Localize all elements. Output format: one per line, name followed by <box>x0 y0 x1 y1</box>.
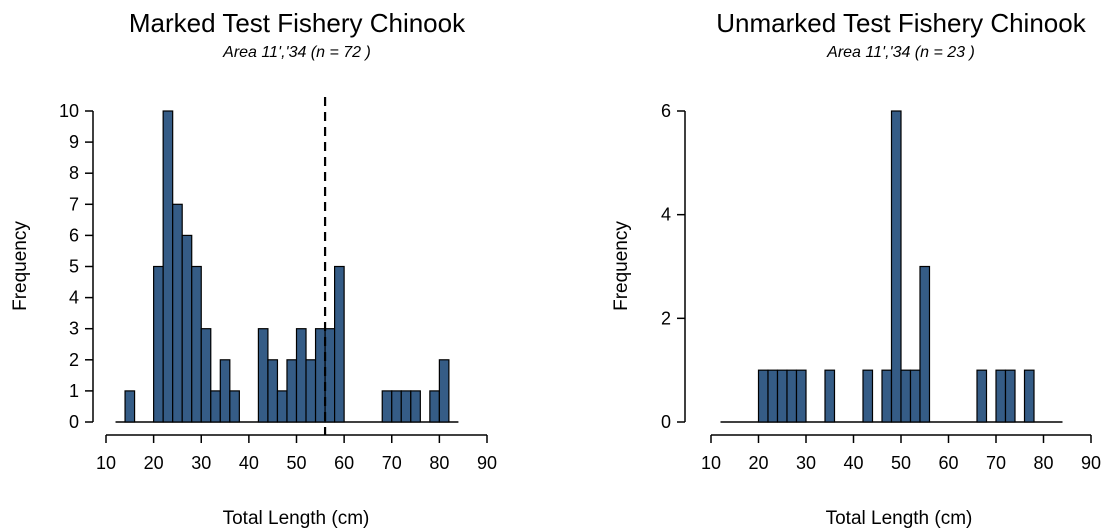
x-tick-label: 40 <box>239 453 259 473</box>
histogram-bar <box>900 369 912 423</box>
histogram-bar <box>795 369 807 423</box>
x-tick-label: 70 <box>986 453 1006 473</box>
y-tick-label: 8 <box>69 163 79 183</box>
histogram-bar <box>153 265 164 423</box>
histogram-bar <box>890 110 902 423</box>
histogram-bar <box>334 265 345 423</box>
histogram-bar <box>267 359 279 423</box>
histogram-bar <box>210 390 221 423</box>
y-tick-label: 1 <box>69 381 79 401</box>
y-tick-label: 9 <box>69 132 79 152</box>
y-tick-label: 7 <box>69 194 79 214</box>
x-tick-label: 70 <box>382 453 402 473</box>
histogram-bar <box>200 328 212 423</box>
x-tick-label: 60 <box>938 453 958 473</box>
x-axis-label: Total Length (cm) <box>826 508 973 529</box>
plot-area: 10 20 30 40 50 60 70 80 90 0 1 2 3 4 5 6 7 8 9 10 <box>59 97 497 473</box>
histogram-bar <box>314 328 326 423</box>
histogram-bar <box>391 390 402 423</box>
histogram-bar <box>257 328 269 423</box>
x-tick-label: 90 <box>477 453 497 473</box>
histogram-bar <box>286 359 298 423</box>
histogram-bar <box>381 390 393 423</box>
histogram-bar <box>124 390 136 423</box>
histogram-bar <box>172 203 183 423</box>
histogram-bar <box>757 369 769 423</box>
plot-area: 10 20 30 40 50 60 70 80 90 0 2 4 6 <box>661 101 1101 473</box>
histogram-bar <box>219 359 231 423</box>
x-tick-label: 90 <box>1081 453 1101 473</box>
y-tick-label: 10 <box>59 101 79 121</box>
y-tick-label: 2 <box>661 308 671 328</box>
x-tick-label: 40 <box>843 453 863 473</box>
histogram-bar <box>191 265 202 423</box>
y-tick-label: 3 <box>69 319 79 339</box>
chart-unmarked-panel: Unmarked Test Fishery Chinook Area 11','… <box>557 0 1114 531</box>
y-tick-label: 0 <box>661 412 671 432</box>
x-tick-label: 10 <box>96 453 116 473</box>
x-tick-label: 20 <box>144 453 164 473</box>
x-tick-label: 30 <box>191 453 211 473</box>
y-tick-label: 4 <box>661 205 671 225</box>
histogram-bar <box>909 369 921 423</box>
histogram-bar <box>995 369 1007 423</box>
y-axis-label: Frequency <box>611 221 632 311</box>
chart-title: Unmarked Test Fishery Chinook <box>716 8 1086 38</box>
x-axis-label: Total Length (cm) <box>223 508 370 529</box>
histogram-bar <box>429 390 440 423</box>
chart-title: Marked Test Fishery Chinook <box>129 8 466 38</box>
x-tick-label: 50 <box>286 453 306 473</box>
histogram-bar <box>824 369 836 423</box>
y-axis-label: Frequency <box>10 221 31 311</box>
histogram-bar <box>767 369 779 423</box>
histogram-bar <box>400 390 412 423</box>
chart-subtitle: Area 11','34 (n = 23 ) <box>826 44 975 61</box>
histogram-bar <box>862 369 874 423</box>
histogram-bar <box>305 359 317 423</box>
y-tick-label: 6 <box>661 101 671 121</box>
chart-marked-panel: Marked Test Fishery Chinook Area 11','34… <box>10 8 497 529</box>
histogram-bar <box>1023 369 1035 423</box>
x-tick-label: 80 <box>429 453 449 473</box>
histogram-bar <box>776 369 788 423</box>
x-tick-label: 60 <box>334 453 354 473</box>
histogram-bar <box>162 110 174 423</box>
histogram-bar <box>881 369 893 423</box>
chart-subtitle: Area 11','34 (n = 72 ) <box>222 44 371 61</box>
histogram-bar <box>276 390 288 423</box>
y-tick-label: 6 <box>69 225 79 245</box>
y-tick-label: 4 <box>69 288 79 308</box>
histogram-bar <box>976 369 988 423</box>
y-tick-label: 0 <box>69 412 79 432</box>
y-tick-label: 5 <box>69 257 79 277</box>
x-tick-label: 10 <box>701 453 721 473</box>
histogram-bar <box>324 328 336 423</box>
histogram-bar <box>295 328 307 423</box>
histogram-bar <box>229 390 240 423</box>
marked-histogram: Marked Test Fishery Chinook Area 11','34… <box>10 8 497 529</box>
unmarked-histogram: Unmarked Test Fishery Chinook Area 11','… <box>611 8 1101 529</box>
histogram-bar <box>181 234 193 423</box>
histogram-bar <box>438 359 450 423</box>
histogram-bar <box>1004 369 1016 423</box>
histogram-bar <box>410 390 421 423</box>
x-tick-label: 50 <box>891 453 911 473</box>
x-tick-label: 30 <box>796 453 816 473</box>
histogram-bar <box>919 265 931 423</box>
histogram-bar <box>786 369 798 423</box>
y-tick-label: 2 <box>69 350 79 370</box>
x-tick-label: 80 <box>1033 453 1053 473</box>
x-tick-label: 20 <box>748 453 768 473</box>
